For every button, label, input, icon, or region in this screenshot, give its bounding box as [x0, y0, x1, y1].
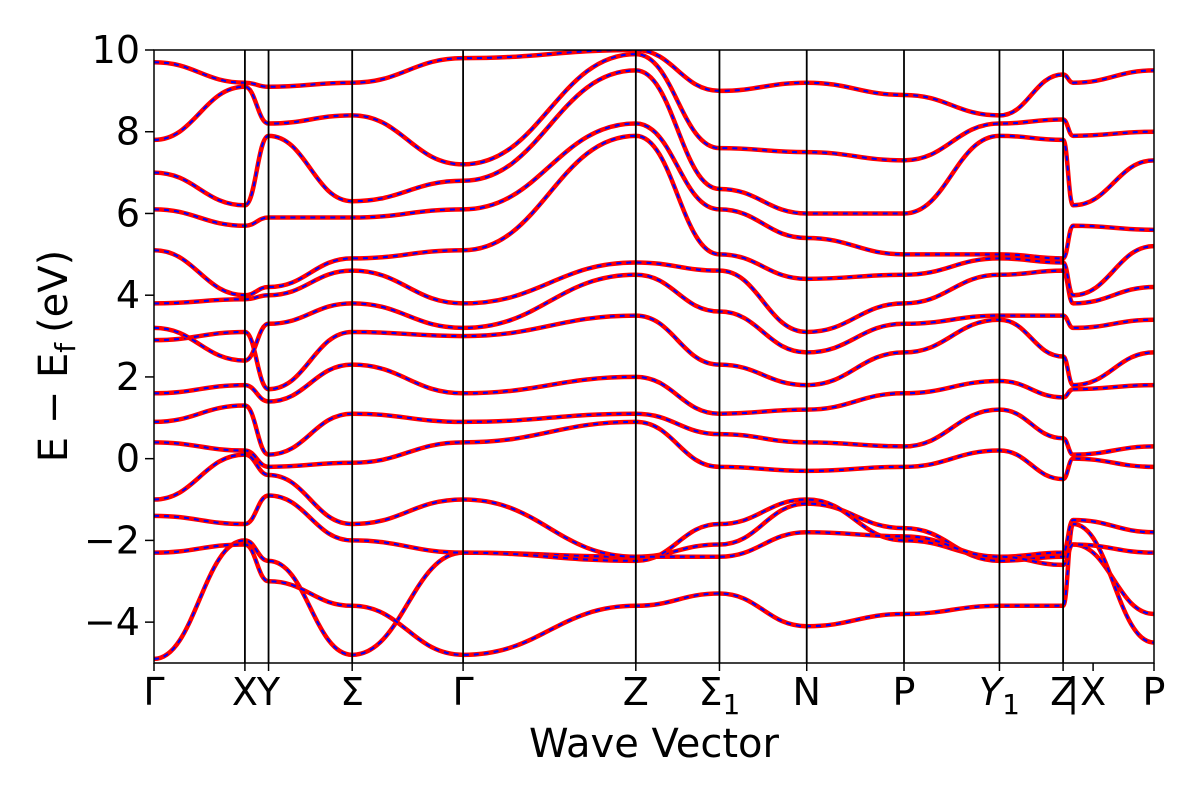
- x-tick-label: |: [1067, 670, 1080, 715]
- band-line-dashed: [154, 420, 1154, 481]
- band-line-dashed: [154, 404, 1154, 456]
- band-line-dashed: [154, 314, 1154, 391]
- band-line-dashed: [154, 50, 1154, 117]
- band-line-dashed: [154, 502, 1154, 660]
- x-axis: Γ X Y Σ Γ Z Σ1 N P Y1 Z| X P: [143, 663, 1165, 721]
- x-axis-title: Wave Vector: [529, 721, 780, 767]
- x-tick-label: X: [232, 670, 258, 714]
- band-line-dashed: [154, 261, 1154, 333]
- y-tick-label: 8: [116, 110, 140, 154]
- x-tick-label: X: [1080, 670, 1106, 714]
- y-tick-label: 10: [92, 28, 140, 72]
- band-line-solid: [154, 68, 1154, 216]
- band-line-dashed: [154, 494, 1154, 562]
- x-tick-label: Y1: [979, 670, 1020, 721]
- band-line-solid: [154, 362, 1154, 416]
- x-tick-label: N: [793, 670, 821, 714]
- y-axis-title-unit: (eV): [31, 250, 77, 333]
- band-line-dashed: [154, 134, 1154, 297]
- y-tick-label: 2: [116, 355, 140, 399]
- y-tick-label: −2: [84, 518, 140, 562]
- x-tick-label: Γ: [453, 670, 474, 714]
- x-tick-label: Γ: [143, 670, 164, 714]
- y-tick-label: −4: [84, 600, 140, 644]
- y-tick-label: 6: [116, 191, 140, 235]
- band-line-dashed: [154, 363, 1154, 415]
- band-line-dashed: [154, 69, 1154, 215]
- y-axis-title: E − Ef (eV): [31, 250, 82, 463]
- band-line-dashed: [154, 273, 1154, 362]
- band-line-dashed: [154, 122, 1154, 260]
- band-line-solid: [154, 419, 1154, 482]
- plot-frame: [153, 49, 1155, 664]
- band-line-solid: [154, 403, 1154, 457]
- y-tick-label: 0: [116, 437, 140, 481]
- plot-area: [154, 50, 1154, 662]
- band-line-dashed: [154, 523, 1154, 656]
- band-line-solid: [154, 493, 1154, 564]
- y-tick-label: 4: [116, 273, 140, 317]
- x-tick-label: P: [1143, 670, 1166, 714]
- band-line-solid: [154, 501, 1154, 662]
- band-line-dashed: [154, 453, 1154, 566]
- x-tick-label: P: [893, 670, 916, 714]
- x-tick-label: Y: [256, 670, 281, 714]
- kpoint-separators: [244, 50, 1064, 663]
- y-axis-title-main: E − E: [31, 353, 77, 463]
- x-tick-label: Z: [1050, 670, 1076, 714]
- y-axis: −4 −2 0 2 4 6 8 10: [84, 28, 154, 644]
- band-line-dashed: [154, 53, 1154, 166]
- x-tick-label: Σ1: [699, 670, 741, 721]
- x-tick-label: Σ: [340, 670, 364, 714]
- x-tick-label: Z: [623, 670, 649, 714]
- y-axis-title-sub: f: [49, 342, 82, 353]
